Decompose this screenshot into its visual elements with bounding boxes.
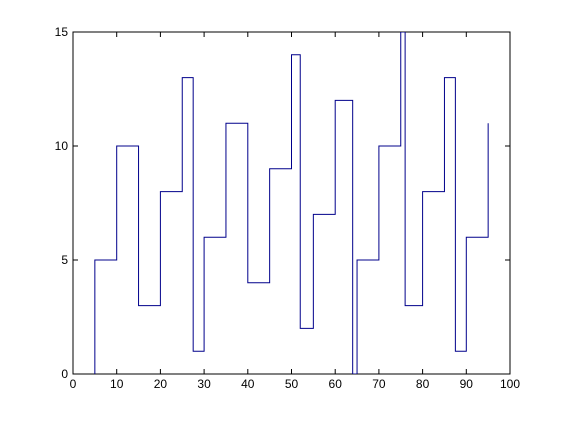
x-tick-label: 50	[285, 377, 299, 391]
y-tick-label: 15	[55, 25, 69, 39]
x-tick-label: 100	[500, 377, 520, 391]
stairs-line	[94, 32, 489, 374]
x-tick-label: 70	[372, 377, 386, 391]
x-tick-label: 0	[70, 377, 77, 391]
x-tick-label: 80	[416, 377, 430, 391]
x-tick-label: 90	[460, 377, 474, 391]
x-tick-label: 40	[241, 377, 255, 391]
x-tick-label: 30	[197, 377, 211, 391]
x-tick-label: 60	[329, 377, 343, 391]
y-tick-label: 0	[61, 367, 68, 381]
x-tick-label: 10	[110, 377, 124, 391]
x-tick-label: 20	[154, 377, 168, 391]
y-tick-label: 10	[55, 139, 69, 153]
y-tick-label: 5	[61, 253, 68, 267]
